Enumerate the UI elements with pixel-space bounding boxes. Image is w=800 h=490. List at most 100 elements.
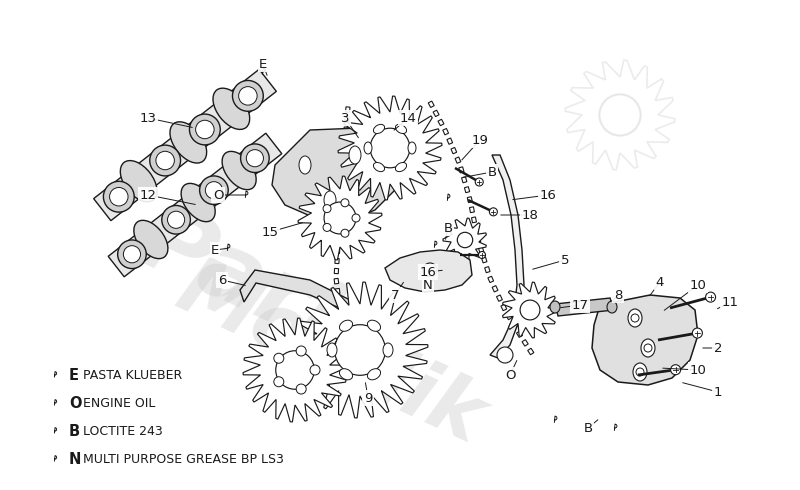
Circle shape: [156, 151, 174, 170]
Polygon shape: [565, 60, 675, 170]
Ellipse shape: [170, 122, 206, 163]
Text: LOCTITE 243: LOCTITE 243: [83, 424, 162, 438]
Bar: [501, 304, 506, 311]
Text: 3: 3: [341, 112, 350, 124]
Polygon shape: [243, 318, 347, 422]
Bar: [478, 247, 484, 253]
Bar: [341, 157, 346, 163]
Circle shape: [600, 95, 640, 135]
Bar: [451, 147, 457, 154]
Text: E: E: [211, 244, 219, 256]
Bar: [338, 197, 342, 203]
Circle shape: [341, 229, 349, 237]
Circle shape: [118, 240, 146, 269]
Circle shape: [458, 232, 473, 248]
Ellipse shape: [222, 151, 256, 190]
Text: 11: 11: [722, 295, 738, 309]
Circle shape: [162, 205, 190, 234]
Bar: [335, 248, 340, 253]
Circle shape: [246, 149, 263, 167]
Bar: [335, 258, 339, 264]
Bar: [465, 187, 470, 193]
Bar: [338, 208, 342, 213]
Bar: [462, 177, 467, 183]
Text: 17: 17: [571, 298, 589, 312]
Polygon shape: [490, 155, 524, 358]
Bar: [438, 119, 444, 126]
Bar: [433, 110, 439, 117]
Bar: [336, 238, 340, 244]
Polygon shape: [592, 295, 698, 385]
Bar: [340, 167, 345, 172]
Text: B: B: [487, 166, 497, 178]
Circle shape: [150, 145, 181, 176]
Bar: [338, 218, 342, 223]
Text: E: E: [69, 368, 79, 383]
Text: E: E: [259, 57, 267, 71]
Text: 4: 4: [656, 275, 664, 289]
Bar: [497, 295, 502, 301]
Text: ENGINE OIL: ENGINE OIL: [83, 396, 155, 410]
Ellipse shape: [633, 363, 647, 381]
Text: 13: 13: [139, 112, 157, 124]
Polygon shape: [338, 96, 442, 200]
Circle shape: [323, 205, 331, 213]
Ellipse shape: [327, 343, 337, 357]
Bar: [488, 276, 494, 283]
Bar: [443, 128, 449, 135]
Text: 8: 8: [614, 289, 622, 301]
Bar: [474, 227, 478, 233]
Bar: [428, 101, 434, 107]
Circle shape: [323, 223, 331, 231]
Polygon shape: [292, 282, 428, 418]
Circle shape: [370, 128, 410, 168]
Polygon shape: [555, 298, 614, 316]
Ellipse shape: [641, 339, 655, 357]
Circle shape: [644, 344, 652, 352]
Text: O: O: [213, 189, 223, 201]
Text: 10: 10: [690, 278, 706, 292]
Polygon shape: [443, 218, 486, 262]
Bar: [517, 331, 522, 338]
Bar: [341, 318, 346, 324]
Circle shape: [636, 368, 644, 376]
Circle shape: [692, 328, 702, 338]
Circle shape: [310, 365, 320, 375]
Polygon shape: [108, 133, 282, 277]
Text: 6: 6: [218, 273, 226, 287]
Circle shape: [233, 80, 263, 111]
Circle shape: [276, 351, 314, 389]
Circle shape: [206, 182, 222, 199]
Circle shape: [423, 263, 437, 277]
Bar: [458, 167, 464, 173]
Polygon shape: [298, 176, 382, 260]
Bar: [471, 217, 477, 223]
Circle shape: [334, 325, 386, 375]
Ellipse shape: [367, 320, 381, 331]
Bar: [334, 269, 338, 274]
Bar: [470, 207, 474, 213]
Bar: [528, 348, 534, 355]
Polygon shape: [385, 250, 472, 292]
Text: N: N: [423, 278, 433, 292]
Ellipse shape: [364, 142, 372, 154]
Text: PASTA KLUEBER: PASTA KLUEBER: [83, 368, 182, 382]
Text: 18: 18: [522, 209, 538, 221]
Bar: [342, 147, 346, 152]
Bar: [343, 137, 347, 143]
Bar: [467, 196, 472, 203]
Ellipse shape: [349, 146, 361, 164]
Text: Mobilik: Mobilik: [164, 250, 496, 460]
Bar: [345, 117, 349, 122]
Text: 1: 1: [714, 386, 722, 398]
Circle shape: [324, 202, 356, 234]
Circle shape: [490, 208, 498, 216]
Polygon shape: [94, 69, 276, 220]
Text: 9: 9: [364, 392, 372, 405]
Text: 16: 16: [539, 189, 557, 201]
Ellipse shape: [367, 368, 381, 380]
Circle shape: [497, 347, 513, 363]
Ellipse shape: [181, 183, 215, 221]
Polygon shape: [272, 128, 405, 222]
Circle shape: [631, 314, 639, 322]
